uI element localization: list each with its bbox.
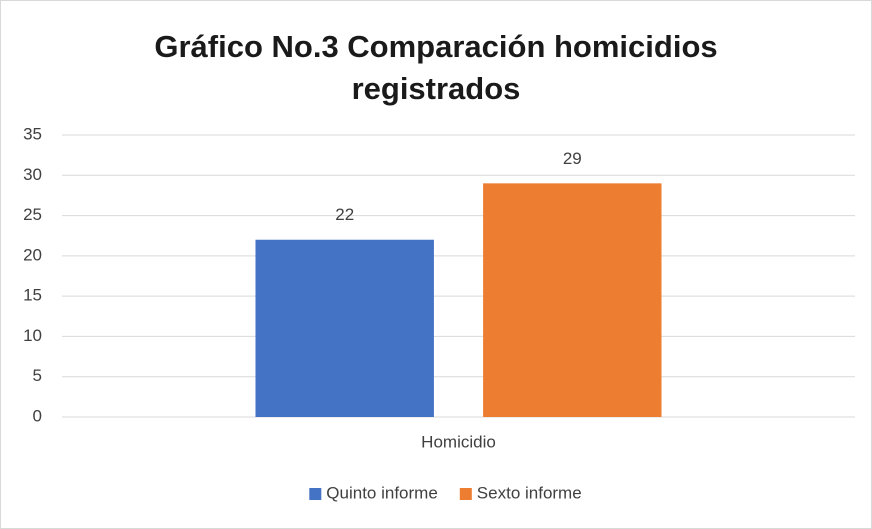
data-label: 22 bbox=[335, 205, 354, 224]
y-tick-label: 10 bbox=[23, 326, 42, 345]
data-label: 29 bbox=[563, 149, 582, 168]
legend-label: Quinto informe bbox=[326, 483, 438, 502]
y-tick-label: 30 bbox=[23, 165, 42, 184]
y-tick-label: 35 bbox=[23, 124, 42, 143]
legend-label: Sexto informe bbox=[477, 483, 582, 502]
bar bbox=[255, 239, 434, 417]
chart-title: Gráfico No.3 Comparación homicidios regi… bbox=[154, 29, 718, 106]
y-tick-label: 15 bbox=[23, 286, 42, 305]
x-tick-label: Homicidio bbox=[421, 432, 496, 451]
bar bbox=[483, 183, 662, 417]
y-tick-label: 0 bbox=[33, 406, 42, 425]
legend-swatch bbox=[459, 488, 472, 500]
y-tick-label: 25 bbox=[23, 205, 42, 224]
legend-swatch bbox=[309, 488, 322, 500]
y-tick-label: 20 bbox=[23, 245, 42, 264]
y-tick-label: 5 bbox=[33, 366, 42, 385]
